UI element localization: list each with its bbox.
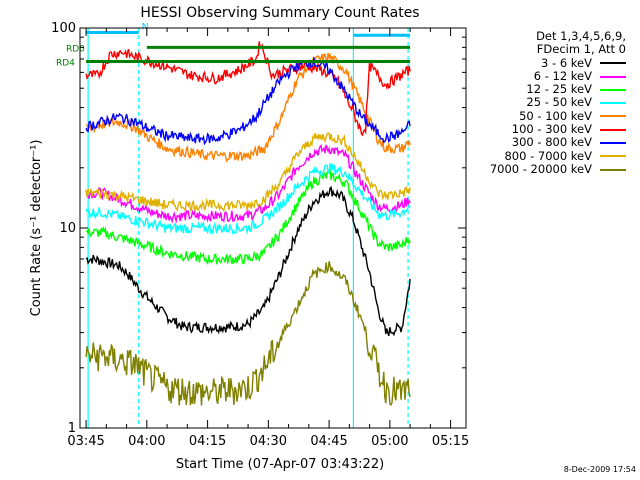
chart-title: HESSI Observing Summary Count Rates	[140, 5, 419, 21]
legend-swatch	[600, 88, 626, 91]
legend-swatch	[600, 62, 626, 65]
legend-swatch	[600, 168, 626, 171]
legend-swatch	[600, 102, 626, 105]
chart-legend: Det 1,3,4,5,6,9, FDecim 1, Att 0 3 - 6 k…	[478, 29, 630, 176]
legend-item-label: 50 - 100 keV	[519, 108, 592, 123]
y-tick-label-1: 10	[59, 221, 76, 236]
x-axis-label: Start Time (07-Apr-07 03:43:22)	[176, 457, 384, 472]
legend-item-label: 300 - 800 keV	[511, 135, 592, 150]
flag-marker-label-0: N	[142, 22, 149, 32]
legend-swatch	[600, 155, 626, 158]
legend-item: 100 - 300 keV	[478, 122, 630, 137]
legend-item-label: 6 - 12 keV	[533, 68, 592, 83]
legend-item: 50 - 100 keV	[478, 108, 630, 123]
legend-header-decimation: FDecim 1, Att 0	[536, 42, 626, 57]
series-line-7000-20000-kev	[85, 261, 411, 407]
series-line-6-12-kev	[85, 143, 411, 224]
legend-item: 6 - 12 keV	[478, 68, 630, 83]
y-axis-label: Count Rate (s⁻¹ detector⁻¹)	[29, 140, 44, 317]
legend-item-label: 25 - 50 keV	[526, 95, 592, 110]
rate-marker-label-0: RD0	[66, 44, 85, 54]
x-tick-label-4: 04:45	[310, 434, 347, 449]
legend-item-label: 100 - 300 keV	[511, 122, 592, 137]
x-tick-label-3: 04:30	[250, 434, 287, 449]
series-line-100-300-kev	[85, 41, 411, 137]
series-line-50-100-kev	[85, 52, 411, 163]
legend-swatch	[600, 128, 626, 131]
legend-item-label: 12 - 25 keV	[526, 82, 592, 97]
legend-item-label: 3 - 6 keV	[541, 55, 592, 70]
legend-item: 800 - 7000 keV	[478, 148, 630, 163]
x-tick-label-2: 04:15	[189, 434, 226, 449]
x-tick-label-5: 05:00	[371, 434, 408, 449]
y-tick-label-2: 100	[51, 21, 76, 36]
series-line-12-25-kev	[85, 169, 411, 266]
legend-item: 7000 - 20000 keV	[478, 161, 630, 176]
legend-header-detectors: Det 1,3,4,5,6,9,	[536, 29, 626, 43]
x-tick-label-1: 04:00	[128, 434, 165, 449]
legend-item: 3 - 6 keV	[478, 55, 630, 70]
y-tick-label-0: 1	[68, 421, 76, 436]
legend-item: 25 - 50 keV	[478, 96, 630, 109]
rate-marker-label-1: RD4	[56, 58, 75, 68]
x-tick-label-6: 05:15	[432, 434, 469, 449]
series-line-300-800-kev	[85, 57, 411, 146]
legend-item-label: 7000 - 20000 keV	[489, 161, 592, 176]
generation-timestamp: 8-Dec-2009 17:54	[563, 465, 636, 474]
legend-item: 12 - 25 keV	[478, 82, 630, 97]
series-line-3-6-kev	[85, 185, 411, 337]
legend-item-label: 800 - 7000 keV	[504, 148, 592, 163]
legend-swatch	[600, 115, 626, 118]
legend-swatch	[600, 75, 626, 78]
series-line-800-7000-kev	[85, 132, 411, 213]
x-tick-label-0: 03:45	[67, 434, 104, 449]
series-line-25-50-kev	[85, 163, 411, 236]
legend-item: 300 - 800 keV	[478, 136, 630, 149]
legend-swatch	[600, 142, 626, 145]
